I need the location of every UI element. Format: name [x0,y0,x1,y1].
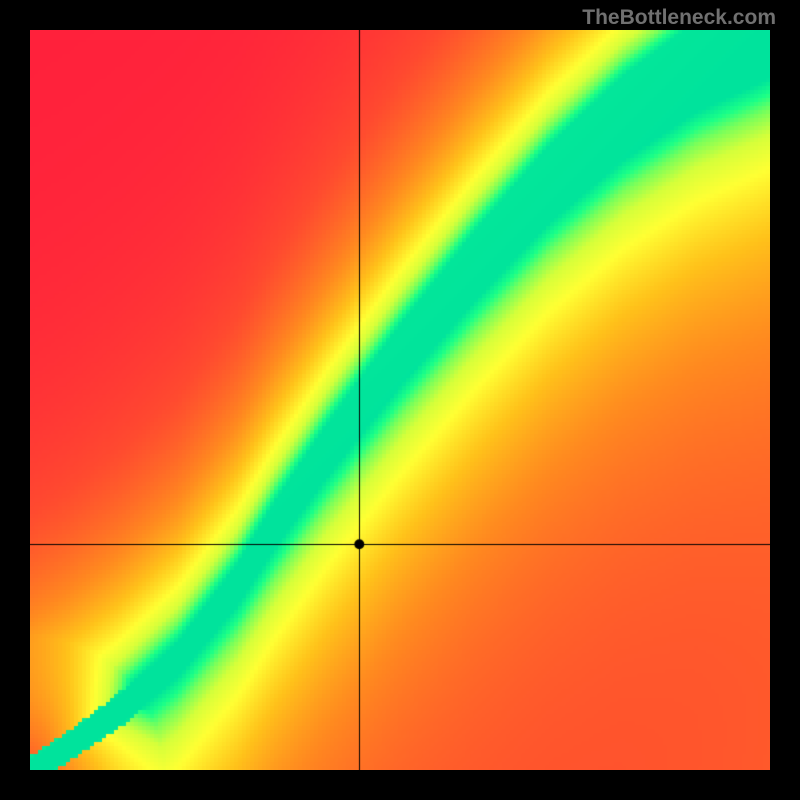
chart-frame [30,30,770,770]
crosshair-overlay [30,30,770,770]
watermark-text: TheBottleneck.com [582,6,776,30]
